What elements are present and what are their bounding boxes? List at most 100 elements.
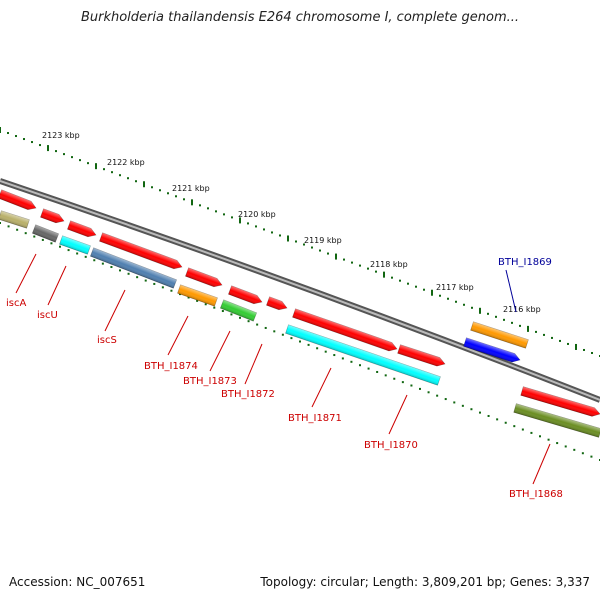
gene-label-bth-i1869: BTH_I1869 bbox=[498, 257, 552, 268]
ruler-dot bbox=[199, 204, 201, 207]
ruler-tick bbox=[191, 199, 193, 206]
ruler-dot bbox=[504, 421, 507, 424]
label-leader-line bbox=[15, 253, 37, 294]
ruler-dot bbox=[393, 377, 396, 380]
ruler-dot bbox=[401, 381, 404, 384]
gene-label-bth-i1868: BTH_I1868 bbox=[509, 489, 563, 500]
ruler-dot bbox=[573, 448, 576, 451]
ruler-dot bbox=[415, 285, 417, 288]
ruler-dot bbox=[41, 238, 44, 241]
ruler-dot bbox=[161, 286, 164, 289]
ruler-dot bbox=[367, 367, 370, 370]
ruler-dot bbox=[551, 336, 553, 339]
ruler-dot bbox=[7, 225, 10, 228]
ruler-dot bbox=[590, 455, 593, 458]
ruler-dot bbox=[307, 343, 310, 346]
gene-red-2 bbox=[228, 285, 263, 305]
gene-red-4 bbox=[397, 344, 446, 367]
ruler-dot bbox=[511, 321, 513, 324]
ruler-dot bbox=[127, 272, 130, 275]
ruler-dot bbox=[427, 391, 430, 394]
ruler-tick bbox=[335, 253, 337, 260]
label-leader-line bbox=[311, 367, 332, 408]
ruler-dot bbox=[263, 228, 265, 231]
ruler-dot bbox=[76, 252, 79, 255]
ruler-dot bbox=[299, 340, 301, 343]
ruler-dot bbox=[31, 141, 33, 144]
ruler-dot bbox=[461, 404, 464, 407]
ruler-dot bbox=[530, 431, 533, 434]
ruler-dot bbox=[207, 207, 209, 210]
gene-label-iscu: iscU bbox=[37, 310, 58, 321]
ruler-dot bbox=[119, 174, 121, 177]
ruler-dot bbox=[204, 303, 207, 306]
kbp-label: 2118 kbp bbox=[370, 260, 408, 269]
ruler-dot bbox=[39, 144, 41, 147]
ruler-tick bbox=[431, 289, 433, 296]
ruler-dot bbox=[167, 192, 169, 195]
gene-label-bth-i1872: BTH_I1872 bbox=[221, 389, 275, 400]
ruler-dot bbox=[87, 162, 89, 165]
label-leader-line bbox=[244, 343, 263, 385]
kbp-label: 2121 kbp bbox=[172, 184, 210, 193]
ruler-dot bbox=[463, 303, 465, 306]
ruler-dot bbox=[213, 306, 216, 309]
ruler-dot bbox=[583, 348, 585, 351]
ruler-dot bbox=[350, 360, 353, 363]
ruler-dot bbox=[256, 323, 259, 326]
ruler-dot bbox=[151, 186, 153, 189]
gene-label-isca: iscA bbox=[6, 298, 26, 309]
label-leader-line bbox=[167, 315, 189, 356]
ruler-dot bbox=[547, 438, 550, 441]
ruler-dot bbox=[0, 222, 1, 224]
ruler-dot bbox=[539, 435, 541, 438]
kbp-label: 2116 kbp bbox=[503, 305, 541, 314]
ruler-dot bbox=[59, 245, 61, 248]
ruler-dot bbox=[327, 252, 329, 255]
chromosome-backbone bbox=[0, 178, 600, 403]
ruler-dot bbox=[375, 270, 377, 273]
ruler-dot bbox=[295, 240, 297, 243]
ruler-tick bbox=[383, 271, 385, 278]
ruler-dot bbox=[231, 216, 233, 219]
label-leader-line bbox=[532, 443, 551, 485]
ruler-dot bbox=[447, 297, 449, 300]
ruler-dot bbox=[341, 357, 344, 360]
label-leader-line bbox=[104, 289, 126, 332]
ruler-dot bbox=[410, 384, 413, 387]
ruler-dot bbox=[436, 394, 439, 397]
gene-BTH_I1873 bbox=[219, 299, 258, 322]
ruler-dot bbox=[170, 289, 173, 292]
scale-ruler: 2123 kbp 2122 kbp 2121 kbp 2120 kbp 2119 kbp… bbox=[0, 127, 600, 461]
ruler-dot bbox=[391, 276, 393, 279]
ruler-dot bbox=[479, 411, 481, 414]
gene-iscS bbox=[89, 247, 178, 289]
ruler-dot bbox=[591, 351, 593, 354]
ruler-dot bbox=[343, 258, 345, 261]
ruler-tick bbox=[143, 181, 145, 188]
ruler-dot bbox=[495, 315, 497, 318]
ruler-dot bbox=[71, 156, 73, 159]
ruler-dot bbox=[55, 150, 57, 153]
gene-label-bth-i1874: BTH_I1874 bbox=[144, 361, 198, 372]
gene-blue bbox=[463, 337, 521, 363]
gene-BTH_I1869 bbox=[470, 321, 529, 349]
ruler-dot bbox=[521, 428, 524, 431]
ruler-dot bbox=[67, 249, 70, 252]
gene-iscU bbox=[31, 224, 60, 243]
label-leader-line bbox=[209, 330, 231, 372]
label-leader-line bbox=[388, 394, 408, 435]
gene-label-bth-i1871: BTH_I1871 bbox=[288, 413, 342, 424]
ruler-dot bbox=[273, 330, 276, 333]
ruler-dot bbox=[359, 364, 361, 367]
kbp-label: 2117 kbp bbox=[436, 283, 474, 292]
gene-red-5 bbox=[520, 386, 600, 417]
ruler-dot bbox=[271, 231, 273, 234]
ruler-tick bbox=[0, 127, 1, 133]
ruler-dot bbox=[281, 333, 284, 336]
ruler-dot bbox=[556, 442, 559, 445]
ruler-dot bbox=[187, 296, 190, 299]
ruler-dot bbox=[564, 445, 567, 448]
ruler-dot bbox=[519, 324, 521, 327]
